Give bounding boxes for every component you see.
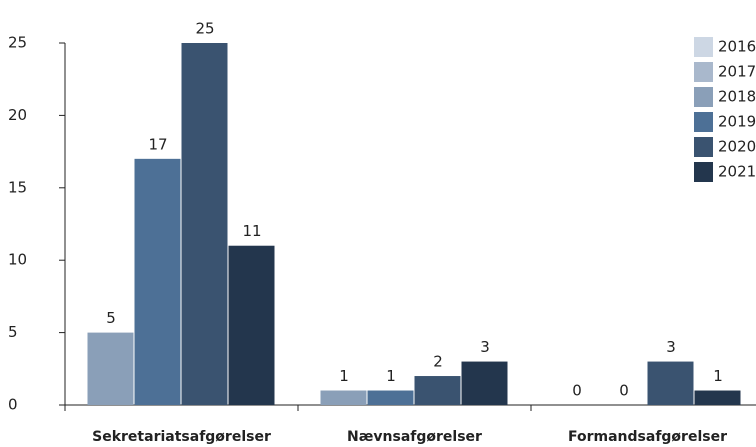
legend-label: 2021 xyxy=(718,163,756,181)
value-label: 3 xyxy=(666,338,676,356)
legend-swatch xyxy=(694,87,713,107)
value-label: 17 xyxy=(148,135,167,153)
bar xyxy=(87,332,134,405)
value-label: 11 xyxy=(242,222,261,240)
legend-swatch xyxy=(694,37,713,57)
x-tick-label: Nævnsafgørelser xyxy=(347,429,482,445)
legend-label: 2018 xyxy=(718,88,756,106)
legend-swatch xyxy=(694,137,713,157)
legend-swatch xyxy=(694,112,713,132)
value-label: 1 xyxy=(713,367,723,385)
y-tick-label: 15 xyxy=(8,178,27,196)
x-tick-label: Formandsafgørelser xyxy=(568,429,727,445)
bar xyxy=(320,390,367,405)
legend-label: 2017 xyxy=(718,63,756,81)
legend-swatch xyxy=(694,62,713,82)
y-tick-label: 0 xyxy=(8,396,18,414)
bar xyxy=(414,376,461,405)
legend-label: 2016 xyxy=(718,38,756,56)
bar xyxy=(181,43,228,405)
bar xyxy=(694,390,741,405)
value-label: 25 xyxy=(195,20,214,38)
legend-swatch xyxy=(694,162,713,182)
value-label: 5 xyxy=(106,309,116,327)
bar xyxy=(461,361,508,405)
x-tick-label: Sekretariatsafgørelser xyxy=(92,429,271,445)
bar xyxy=(647,361,694,405)
legend-label: 2019 xyxy=(718,113,756,131)
value-label: 1 xyxy=(386,367,396,385)
y-tick-label: 10 xyxy=(8,251,27,269)
value-label: 0 xyxy=(572,382,582,400)
y-tick-label: 20 xyxy=(8,106,27,124)
bar xyxy=(367,390,414,405)
y-tick-label: 5 xyxy=(8,323,18,341)
bar xyxy=(228,245,275,405)
value-label: 0 xyxy=(619,382,629,400)
legend-label: 2020 xyxy=(718,138,756,156)
value-label: 3 xyxy=(480,338,490,356)
y-tick-label: 25 xyxy=(8,34,27,52)
value-label: 2 xyxy=(433,353,443,371)
value-label: 1 xyxy=(339,367,349,385)
bar xyxy=(134,158,181,405)
